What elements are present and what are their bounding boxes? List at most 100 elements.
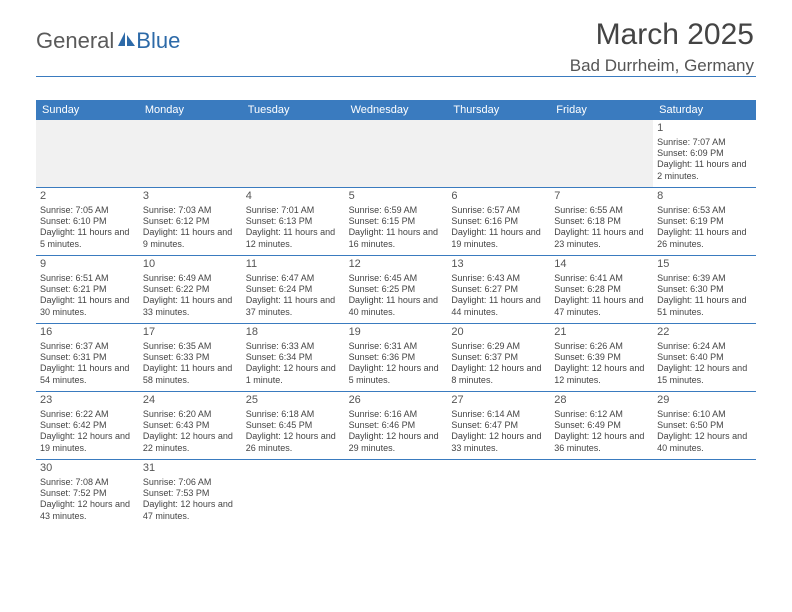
sunrise-text: Sunrise: 6:53 AM bbox=[657, 205, 752, 216]
daylight-text: Daylight: 12 hours and 15 minutes. bbox=[657, 363, 752, 386]
daylight-text: Daylight: 11 hours and 12 minutes. bbox=[246, 227, 341, 250]
day-number: 2 bbox=[40, 190, 135, 204]
day-number: 10 bbox=[143, 258, 238, 272]
sunset-text: Sunset: 6:47 PM bbox=[451, 420, 546, 431]
sunrise-text: Sunrise: 6:33 AM bbox=[246, 341, 341, 352]
calendar-cell: 19Sunrise: 6:31 AMSunset: 6:36 PMDayligh… bbox=[345, 324, 448, 392]
calendar-cell-blank bbox=[242, 460, 345, 528]
calendar-cell: 18Sunrise: 6:33 AMSunset: 6:34 PMDayligh… bbox=[242, 324, 345, 392]
day-number: 23 bbox=[40, 394, 135, 408]
calendar-cell: 13Sunrise: 6:43 AMSunset: 6:27 PMDayligh… bbox=[447, 256, 550, 324]
calendar-cell-blank bbox=[139, 120, 242, 188]
sunrise-text: Sunrise: 6:14 AM bbox=[451, 409, 546, 420]
sunset-text: Sunset: 6:37 PM bbox=[451, 352, 546, 363]
day-number: 11 bbox=[246, 258, 341, 272]
sunrise-text: Sunrise: 7:07 AM bbox=[657, 137, 752, 148]
daylight-text: Daylight: 12 hours and 43 minutes. bbox=[40, 499, 135, 522]
sunset-text: Sunset: 6:31 PM bbox=[40, 352, 135, 363]
sunset-text: Sunset: 6:50 PM bbox=[657, 420, 752, 431]
day-number: 17 bbox=[143, 326, 238, 340]
sunrise-text: Sunrise: 6:31 AM bbox=[349, 341, 444, 352]
day-header: Thursday bbox=[447, 100, 550, 120]
daylight-text: Daylight: 12 hours and 8 minutes. bbox=[451, 363, 546, 386]
sunset-text: Sunset: 6:21 PM bbox=[40, 284, 135, 295]
sunrise-text: Sunrise: 6:51 AM bbox=[40, 273, 135, 284]
sunrise-text: Sunrise: 6:26 AM bbox=[554, 341, 649, 352]
sunset-text: Sunset: 6:39 PM bbox=[554, 352, 649, 363]
day-number: 27 bbox=[451, 394, 546, 408]
day-number: 25 bbox=[246, 394, 341, 408]
sunset-text: Sunset: 6:30 PM bbox=[657, 284, 752, 295]
sunset-text: Sunset: 6:19 PM bbox=[657, 216, 752, 227]
sunset-text: Sunset: 6:36 PM bbox=[349, 352, 444, 363]
sunrise-text: Sunrise: 6:45 AM bbox=[349, 273, 444, 284]
day-header: Monday bbox=[139, 100, 242, 120]
day-number: 28 bbox=[554, 394, 649, 408]
calendar-cell: 22Sunrise: 6:24 AMSunset: 6:40 PMDayligh… bbox=[653, 324, 756, 392]
daylight-text: Daylight: 11 hours and 26 minutes. bbox=[657, 227, 752, 250]
day-number: 20 bbox=[451, 326, 546, 340]
day-number: 7 bbox=[554, 190, 649, 204]
daylight-text: Daylight: 12 hours and 5 minutes. bbox=[349, 363, 444, 386]
calendar-cell: 17Sunrise: 6:35 AMSunset: 6:33 PMDayligh… bbox=[139, 324, 242, 392]
daylight-text: Daylight: 11 hours and 54 minutes. bbox=[40, 363, 135, 386]
calendar-cell-blank bbox=[242, 120, 345, 188]
calendar-cell-blank bbox=[345, 460, 448, 528]
calendar-cell: 23Sunrise: 6:22 AMSunset: 6:42 PMDayligh… bbox=[36, 392, 139, 460]
day-header: Friday bbox=[550, 100, 653, 120]
logo-text-2: Blue bbox=[136, 28, 180, 54]
calendar-cell: 31Sunrise: 7:06 AMSunset: 7:53 PMDayligh… bbox=[139, 460, 242, 528]
sunset-text: Sunset: 6:28 PM bbox=[554, 284, 649, 295]
calendar-cell: 5Sunrise: 6:59 AMSunset: 6:15 PMDaylight… bbox=[345, 188, 448, 256]
calendar-cell: 9Sunrise: 6:51 AMSunset: 6:21 PMDaylight… bbox=[36, 256, 139, 324]
daylight-text: Daylight: 11 hours and 44 minutes. bbox=[451, 295, 546, 318]
calendar-cell: 15Sunrise: 6:39 AMSunset: 6:30 PMDayligh… bbox=[653, 256, 756, 324]
calendar-cell-blank bbox=[447, 120, 550, 188]
sunrise-text: Sunrise: 6:39 AM bbox=[657, 273, 752, 284]
calendar-cell: 28Sunrise: 6:12 AMSunset: 6:49 PMDayligh… bbox=[550, 392, 653, 460]
calendar-cell: 25Sunrise: 6:18 AMSunset: 6:45 PMDayligh… bbox=[242, 392, 345, 460]
calendar-cell: 11Sunrise: 6:47 AMSunset: 6:24 PMDayligh… bbox=[242, 256, 345, 324]
sunrise-text: Sunrise: 7:08 AM bbox=[40, 477, 135, 488]
daylight-text: Daylight: 11 hours and 9 minutes. bbox=[143, 227, 238, 250]
sunset-text: Sunset: 6:45 PM bbox=[246, 420, 341, 431]
sunrise-text: Sunrise: 6:47 AM bbox=[246, 273, 341, 284]
day-number: 30 bbox=[40, 462, 135, 476]
day-number: 1 bbox=[657, 122, 752, 136]
daylight-text: Daylight: 12 hours and 36 minutes. bbox=[554, 431, 649, 454]
sunset-text: Sunset: 6:34 PM bbox=[246, 352, 341, 363]
daylight-text: Daylight: 11 hours and 51 minutes. bbox=[657, 295, 752, 318]
sunrise-text: Sunrise: 6:59 AM bbox=[349, 205, 444, 216]
daylight-text: Daylight: 12 hours and 33 minutes. bbox=[451, 431, 546, 454]
sunrise-text: Sunrise: 6:49 AM bbox=[143, 273, 238, 284]
daylight-text: Daylight: 12 hours and 1 minute. bbox=[246, 363, 341, 386]
sunrise-text: Sunrise: 6:37 AM bbox=[40, 341, 135, 352]
sunrise-text: Sunrise: 6:12 AM bbox=[554, 409, 649, 420]
logo: General Blue bbox=[36, 28, 180, 54]
calendar-cell: 21Sunrise: 6:26 AMSunset: 6:39 PMDayligh… bbox=[550, 324, 653, 392]
calendar-cell: 1Sunrise: 7:07 AMSunset: 6:09 PMDaylight… bbox=[653, 120, 756, 188]
daylight-text: Daylight: 11 hours and 5 minutes. bbox=[40, 227, 135, 250]
sunrise-text: Sunrise: 6:10 AM bbox=[657, 409, 752, 420]
day-header: Saturday bbox=[653, 100, 756, 120]
calendar-cell: 6Sunrise: 6:57 AMSunset: 6:16 PMDaylight… bbox=[447, 188, 550, 256]
day-number: 5 bbox=[349, 190, 444, 204]
sunset-text: Sunset: 6:25 PM bbox=[349, 284, 444, 295]
sunset-text: Sunset: 7:52 PM bbox=[40, 488, 135, 499]
daylight-text: Daylight: 12 hours and 47 minutes. bbox=[143, 499, 238, 522]
daylight-text: Daylight: 12 hours and 22 minutes. bbox=[143, 431, 238, 454]
logo-text-1: General bbox=[36, 28, 114, 54]
sunrise-text: Sunrise: 6:43 AM bbox=[451, 273, 546, 284]
daylight-text: Daylight: 11 hours and 16 minutes. bbox=[349, 227, 444, 250]
day-number: 19 bbox=[349, 326, 444, 340]
day-number: 21 bbox=[554, 326, 649, 340]
sunrise-text: Sunrise: 7:01 AM bbox=[246, 205, 341, 216]
sunset-text: Sunset: 6:27 PM bbox=[451, 284, 546, 295]
sunrise-text: Sunrise: 6:22 AM bbox=[40, 409, 135, 420]
daylight-text: Daylight: 12 hours and 29 minutes. bbox=[349, 431, 444, 454]
calendar-cell-blank bbox=[345, 120, 448, 188]
day-number: 15 bbox=[657, 258, 752, 272]
sunset-text: Sunset: 7:53 PM bbox=[143, 488, 238, 499]
day-number: 16 bbox=[40, 326, 135, 340]
daylight-text: Daylight: 11 hours and 37 minutes. bbox=[246, 295, 341, 318]
